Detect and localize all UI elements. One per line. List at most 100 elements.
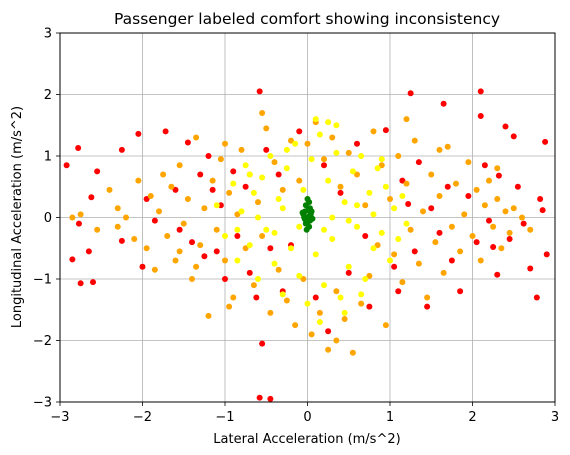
data-point (378, 162, 385, 169)
data-point (329, 236, 336, 243)
data-point (75, 220, 82, 227)
data-point (312, 294, 319, 301)
data-point (283, 165, 290, 172)
data-point (94, 168, 101, 175)
data-point (321, 282, 327, 289)
data-point (299, 209, 306, 216)
data-point (374, 242, 381, 249)
data-point (494, 196, 501, 203)
data-point (267, 245, 274, 252)
data-point (256, 394, 263, 401)
data-point (217, 202, 224, 209)
x-axis-ticks: −3 −2 −1 0 1 2 3 (50, 402, 559, 425)
x-tick-label: −2 (133, 410, 152, 425)
data-point (370, 128, 377, 135)
data-point (341, 199, 348, 206)
data-point (143, 196, 150, 203)
data-point (77, 280, 84, 287)
data-point (217, 156, 224, 163)
data-point (424, 294, 431, 301)
data-point (395, 153, 402, 159)
data-point (407, 90, 414, 97)
data-point (151, 217, 158, 224)
data-point (444, 183, 451, 190)
data-point (469, 232, 476, 239)
data-point (94, 226, 101, 233)
data-point (246, 171, 253, 178)
data-point (275, 171, 282, 178)
data-point (106, 186, 113, 193)
data-point (197, 171, 204, 178)
x-tick-label: 3 (551, 410, 559, 425)
data-point (63, 162, 70, 169)
data-point (325, 177, 332, 184)
data-point (246, 269, 253, 276)
data-point (201, 253, 208, 260)
data-point (267, 309, 274, 316)
data-point (366, 272, 373, 279)
data-point (465, 159, 472, 166)
data-points (63, 88, 550, 402)
data-point (436, 192, 443, 199)
data-point (333, 288, 340, 295)
data-point (325, 119, 332, 126)
data-point (131, 236, 138, 243)
data-point (382, 322, 389, 329)
data-point (321, 156, 327, 163)
data-point (255, 214, 261, 221)
y-tick-label: −3 (33, 396, 52, 411)
data-point (197, 242, 204, 249)
data-point (453, 180, 459, 187)
data-point (349, 168, 356, 175)
data-point (378, 229, 385, 236)
data-point (502, 123, 509, 130)
data-point (238, 146, 245, 153)
data-point (448, 257, 455, 264)
data-point (537, 196, 544, 203)
data-point (143, 245, 150, 252)
data-point (502, 208, 509, 215)
data-point (302, 216, 309, 223)
data-point (354, 223, 360, 230)
data-point (506, 229, 513, 236)
y-axis-label: Longitudinal Acceleration (m/s^2) (10, 106, 25, 328)
data-point (514, 183, 521, 190)
data-point (234, 232, 241, 239)
data-point (176, 226, 183, 233)
data-point (333, 337, 340, 344)
data-point (168, 183, 175, 190)
data-point (333, 122, 340, 129)
data-point (283, 297, 290, 304)
data-point (275, 196, 282, 203)
data-point (271, 159, 278, 166)
data-point (490, 244, 497, 251)
data-point (193, 263, 200, 270)
x-axis-label: Lateral Acceleration (m/s^2) (213, 432, 400, 447)
data-point (234, 211, 241, 218)
data-point (362, 232, 369, 239)
data-point (395, 288, 402, 295)
data-point (428, 171, 435, 178)
data-point (354, 171, 360, 178)
data-point (358, 153, 365, 159)
data-point (246, 242, 253, 249)
data-point (213, 248, 220, 255)
data-point (296, 272, 303, 279)
data-point (305, 207, 312, 214)
y-tick-label: −2 (33, 334, 52, 349)
data-point (263, 146, 270, 153)
data-point (242, 183, 249, 190)
data-point (477, 113, 484, 120)
data-point (259, 174, 266, 181)
data-point (382, 127, 389, 134)
data-point (114, 205, 121, 212)
data-point (440, 269, 447, 276)
data-point (519, 214, 525, 221)
data-point (300, 276, 307, 282)
data-point (69, 256, 76, 263)
data-point (498, 245, 505, 252)
data-point (302, 202, 309, 209)
data-point (366, 303, 373, 310)
data-point (428, 205, 435, 212)
